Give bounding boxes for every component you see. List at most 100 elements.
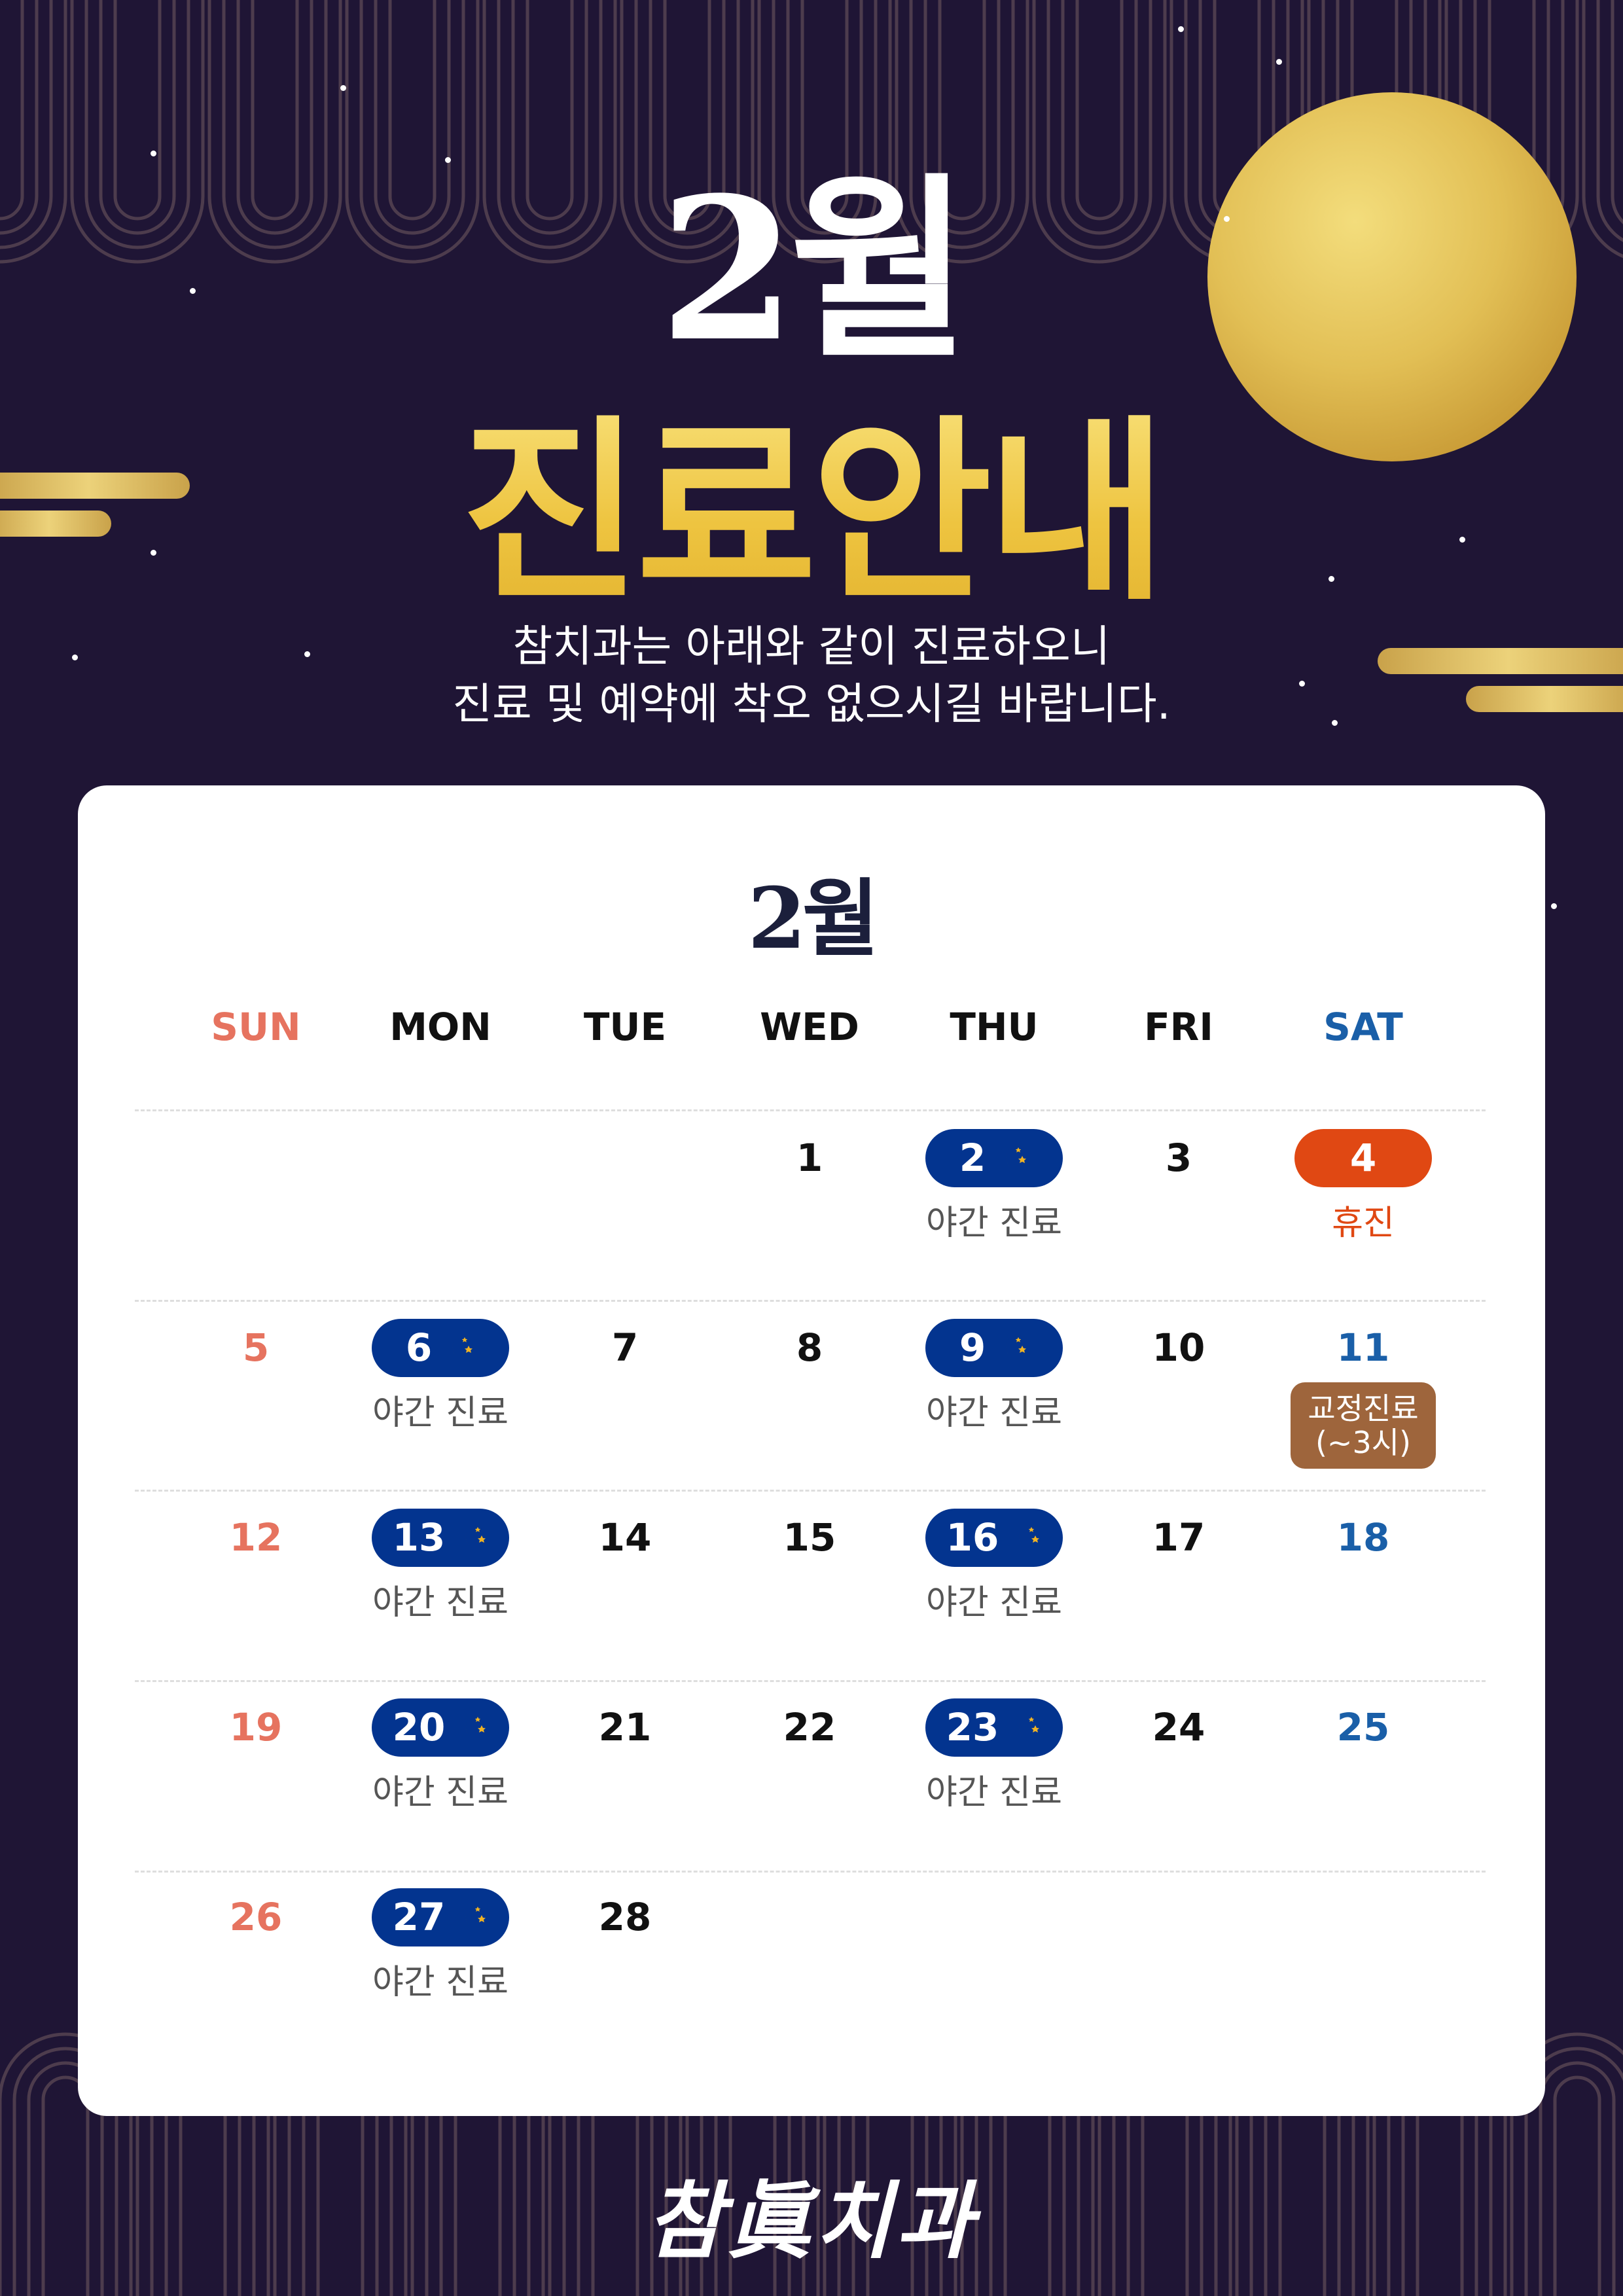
- arch-line: [938, 0, 986, 221]
- calendar-day-23[interactable]: 23 야간 진료: [902, 1698, 1086, 1814]
- day-number: 11: [1336, 1325, 1390, 1370]
- arch-line: [757, 0, 892, 264]
- calendar-day-16[interactable]: 16 야간 진료: [902, 1509, 1086, 1624]
- calendar-day-27[interactable]: 27 야간 진료: [348, 1888, 533, 2003]
- month-title: 2월: [659, 154, 971, 385]
- subtitle-line-1: 참치과는 아래와 같이 진료하오니: [512, 621, 1111, 672]
- arch-line: [482, 0, 617, 264]
- day-number: 26: [229, 1895, 283, 1939]
- crescent-moon-stars-icon: [1013, 1712, 1042, 1744]
- arch-line: [70, 0, 205, 264]
- calendar-day-21[interactable]: 21: [533, 1698, 717, 1757]
- day-number: 19: [229, 1705, 283, 1749]
- calendar-day-10[interactable]: 10: [1086, 1319, 1271, 1377]
- calendar-day-22[interactable]: 22: [717, 1698, 902, 1757]
- crescent-moon-stars-icon: [459, 1712, 488, 1744]
- day-number: 9: [959, 1325, 986, 1370]
- closed-day-pill: 4: [1294, 1129, 1432, 1187]
- arch-line: [113, 0, 162, 221]
- calendar-month-label: 2월: [747, 870, 880, 968]
- arch-line: [207, 0, 342, 264]
- arch-line: [236, 0, 313, 235]
- day-number: 16: [946, 1515, 999, 1560]
- subtitle-line-2: 진료 및 예약에 착오 없으시길 바랍니다.: [452, 679, 1171, 729]
- arch-line: [359, 0, 465, 249]
- crescent-moon-stars-icon: [1000, 1333, 1029, 1364]
- arch-line: [0, 0, 39, 235]
- arch-line: [0, 0, 67, 264]
- star-dot: [1332, 720, 1338, 726]
- row-divider: [135, 1680, 1486, 1682]
- row-divider: [135, 1109, 1486, 1111]
- ortho-note-line-2: (~3시): [1315, 1425, 1412, 1460]
- calendar-day-28[interactable]: 28: [533, 1888, 717, 1946]
- day-number: 7: [611, 1325, 639, 1370]
- night-clinic-note: 야간 진료: [372, 1393, 508, 1433]
- ortho-note-line-1: 교정진료: [1308, 1391, 1419, 1426]
- calendar-day-1[interactable]: 1: [717, 1129, 902, 1187]
- day-number: 3: [1165, 1136, 1192, 1180]
- arch-line: [388, 0, 437, 221]
- calendar-day-24[interactable]: 24: [1086, 1698, 1271, 1757]
- night-clinic-note: 야간 진료: [926, 1204, 1062, 1243]
- calendar-day-13[interactable]: 13 야간 진료: [348, 1509, 533, 1624]
- calendar-day-18[interactable]: 18: [1271, 1509, 1455, 1567]
- calendar-day-26[interactable]: 26: [164, 1888, 348, 1946]
- calendar-day-25[interactable]: 25: [1271, 1698, 1455, 1757]
- day-number: 18: [1336, 1515, 1390, 1560]
- night-clinic-pill: 2: [925, 1129, 1063, 1187]
- night-clinic-note: 야간 진료: [926, 1583, 1062, 1623]
- calendar-day-3[interactable]: 3: [1086, 1129, 1271, 1187]
- day-number: 10: [1152, 1325, 1205, 1370]
- calendar-day-6[interactable]: 6 야간 진료: [348, 1319, 533, 1434]
- day-number: 4: [1349, 1136, 1377, 1180]
- calendar-day-12[interactable]: 12: [164, 1509, 348, 1567]
- calendar-day-11[interactable]: 11 교정진료 (~3시): [1271, 1319, 1455, 1469]
- calendar-day-4[interactable]: 4 휴진: [1271, 1129, 1455, 1244]
- star-dot: [151, 151, 156, 156]
- day-number: 12: [229, 1515, 283, 1560]
- day-number: 6: [405, 1325, 433, 1370]
- arch-line: [800, 0, 849, 221]
- arch-line: [1075, 0, 1124, 221]
- calendar-day-8[interactable]: 8: [717, 1319, 902, 1377]
- calendar-day-5[interactable]: 5: [164, 1319, 348, 1377]
- calendar-day-19[interactable]: 19: [164, 1698, 348, 1757]
- night-clinic-note: 야간 진료: [372, 1963, 508, 2002]
- day-number: 1: [796, 1136, 823, 1180]
- day-number: 21: [598, 1705, 652, 1749]
- arch-line: [526, 0, 574, 221]
- arch-line: [374, 0, 451, 235]
- calendar-card: 2월 SUN MON TUE WED THU FRI SAT 1 2 야간 진료 3 4 휴진 5 6 …: [78, 785, 1545, 2116]
- calendar-day-20[interactable]: 20 야간 진료: [348, 1698, 533, 1814]
- arch-line: [772, 0, 878, 249]
- arch-line: [620, 0, 755, 264]
- calendar-day-9[interactable]: 9 야간 진료: [902, 1319, 1086, 1434]
- calendar-day-2[interactable]: 2 야간 진료: [902, 1129, 1086, 1244]
- main-title: 진료안내: [0, 353, 1623, 637]
- row-divider: [135, 1871, 1486, 1873]
- calendar-day-14[interactable]: 14: [533, 1509, 717, 1567]
- arch-line: [895, 0, 1029, 264]
- arch-line: [222, 0, 328, 249]
- crescent-moon-stars-icon: [446, 1333, 475, 1364]
- night-clinic-pill: 16: [925, 1509, 1063, 1567]
- day-number: 2: [959, 1136, 986, 1180]
- arch-line: [909, 0, 1015, 249]
- day-number: 20: [392, 1705, 446, 1749]
- calendar-day-7[interactable]: 7: [533, 1319, 717, 1377]
- day-number: 13: [392, 1515, 446, 1560]
- day-number: 8: [796, 1325, 823, 1370]
- crescent-moon-stars-icon: [1013, 1522, 1042, 1554]
- arch-line: [251, 0, 299, 221]
- arch-line: [0, 0, 53, 249]
- night-clinic-pill: 13: [372, 1509, 509, 1567]
- calendar-day-17[interactable]: 17: [1086, 1509, 1271, 1567]
- calendar-day-15[interactable]: 15: [717, 1509, 902, 1567]
- golden-moon: [1207, 92, 1577, 461]
- arch-line: [1596, 0, 1623, 242]
- day-number: 27: [392, 1895, 446, 1939]
- arch-line: [1611, 0, 1623, 224]
- day-number: 24: [1152, 1705, 1205, 1749]
- arch-line: [0, 0, 24, 221]
